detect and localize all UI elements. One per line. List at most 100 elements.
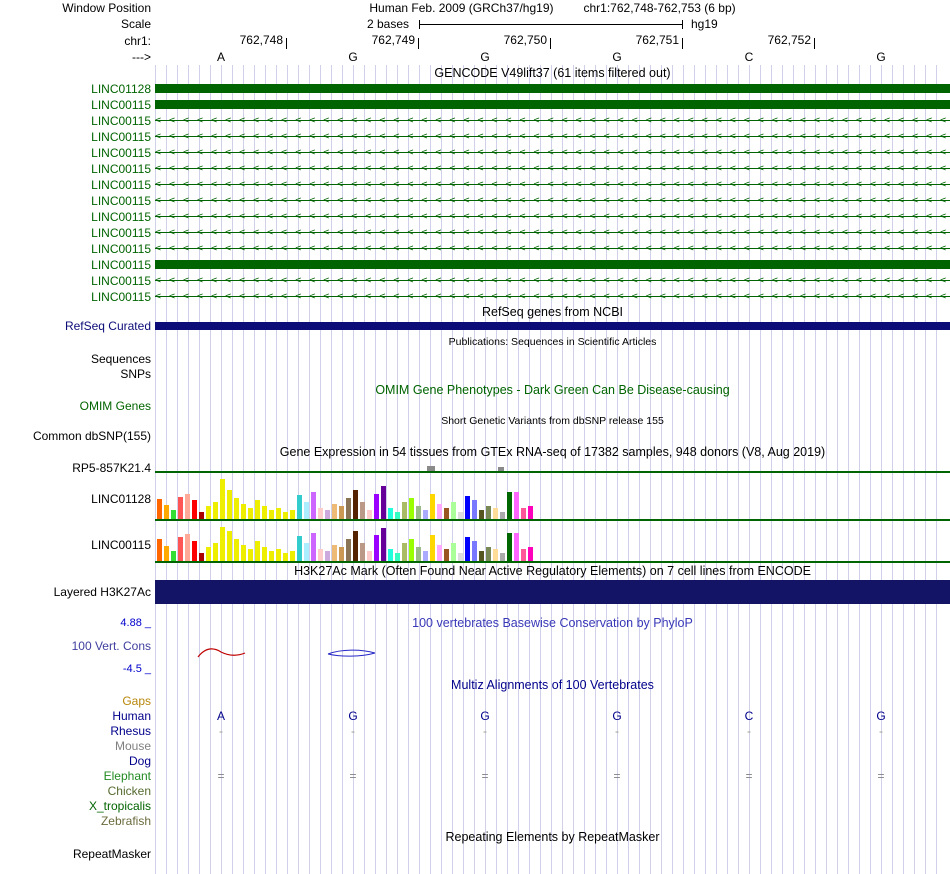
gtex-tissue-bar[interactable] xyxy=(514,533,519,561)
gene-label[interactable]: LINC00115 xyxy=(91,162,151,176)
gtex-tissue-bar[interactable] xyxy=(451,502,456,519)
gtex-tissue-bar[interactable] xyxy=(311,492,316,519)
sequences-label[interactable]: Sequences xyxy=(90,351,151,366)
gtex-tissue-bar[interactable] xyxy=(297,536,302,561)
ruler-track[interactable]: 762,748 762,749 762,750 762,751 762,752 xyxy=(155,32,950,49)
gene-intron-line[interactable] xyxy=(155,280,950,281)
gtex-tissue-bar[interactable] xyxy=(458,553,463,561)
gtex-tissue-bar[interactable] xyxy=(528,547,533,561)
gtex-tissue-bar[interactable] xyxy=(185,494,190,519)
gene-intron-line[interactable] xyxy=(155,200,950,201)
species-label[interactable]: Zebrafish xyxy=(100,813,151,828)
gtex-tissue-bar[interactable] xyxy=(458,512,463,519)
gtex-tissue-bar[interactable] xyxy=(234,498,239,519)
gtex-tissue-bar[interactable] xyxy=(402,543,407,561)
gtex-tissue-bar[interactable] xyxy=(486,547,491,561)
gene-label[interactable]: LINC00115 xyxy=(91,146,151,160)
gtex-tissue-bar[interactable] xyxy=(367,510,372,519)
gene-exon-bar[interactable] xyxy=(155,84,950,93)
gtex-tissue-bar[interactable] xyxy=(402,502,407,519)
gene-intron-line[interactable] xyxy=(155,136,950,137)
gtex-tissue-bar[interactable] xyxy=(248,549,253,561)
gtex-tissue-bar[interactable] xyxy=(507,533,512,561)
gtex-tissue-bar[interactable] xyxy=(521,508,526,519)
gene-intron-line[interactable] xyxy=(155,184,950,185)
gene-label[interactable]: LINC00115 xyxy=(91,178,151,192)
gtex-tissue-bar[interactable] xyxy=(213,502,218,519)
gene-label[interactable]: LINC01128 xyxy=(91,82,151,96)
gtex-tissue-bar[interactable] xyxy=(164,505,169,519)
expression-mark[interactable] xyxy=(498,467,504,471)
gene-intron-line[interactable] xyxy=(155,152,950,153)
gtex-tissue-bar[interactable] xyxy=(479,551,484,561)
gtex-tissue-bar[interactable] xyxy=(206,547,211,561)
gene-label[interactable]: LINC00115 xyxy=(91,258,151,272)
gtex-tissue-bar[interactable] xyxy=(164,546,169,561)
gtex-tissue-bar[interactable] xyxy=(318,508,323,519)
gtex-tissue-bar[interactable] xyxy=(269,510,274,519)
gtex-tissue-bar[interactable] xyxy=(199,512,204,519)
gtex-tissue-bar[interactable] xyxy=(283,512,288,519)
gtex-tissue-bar[interactable] xyxy=(269,551,274,561)
gtex-tissue-bar[interactable] xyxy=(290,551,295,561)
species-label[interactable]: Rhesus xyxy=(110,723,151,738)
gtex-tissue-bar[interactable] xyxy=(465,496,470,519)
gtex-tissue-bar[interactable] xyxy=(514,492,519,519)
gtex-tissue-bar[interactable] xyxy=(227,531,232,561)
gene-label[interactable]: LINC00115 xyxy=(91,274,151,288)
gtex-tissue-bar[interactable] xyxy=(395,512,400,519)
h3k27ac-label[interactable]: Layered H3K27Ac xyxy=(53,585,151,599)
gtex-tissue-bar[interactable] xyxy=(353,531,358,561)
gtex-tissue-bar[interactable] xyxy=(199,553,204,561)
gtex-tissue-bar[interactable] xyxy=(381,486,386,519)
gtex-tissue-bar[interactable] xyxy=(360,543,365,561)
gtex-tissue-bar[interactable] xyxy=(290,510,295,519)
snps-label[interactable]: SNPs xyxy=(120,367,151,381)
gtex-tissue-bar[interactable] xyxy=(507,492,512,519)
gtex-tissue-bar[interactable] xyxy=(185,534,190,561)
gtex-tissue-bar[interactable] xyxy=(311,533,316,561)
gtex-tissue-bar[interactable] xyxy=(430,535,435,561)
gtex-tissue-bar[interactable] xyxy=(346,539,351,561)
rp5-label[interactable]: RP5-857K21.4 xyxy=(72,461,151,475)
gtex-tissue-bar[interactable] xyxy=(353,490,358,519)
gtex-tissue-bar[interactable] xyxy=(451,543,456,561)
gtex-tissue-bar[interactable] xyxy=(416,547,421,561)
gtex-tissue-bar[interactable] xyxy=(493,549,498,561)
gtex-tissue-bar[interactable] xyxy=(318,549,323,561)
gtex-tissue-bar[interactable] xyxy=(276,508,281,519)
gtex-tissue-bar[interactable] xyxy=(430,494,435,519)
gtex-tissue-bar[interactable] xyxy=(416,506,421,519)
phylop-track-label[interactable]: 100 Vert. Cons xyxy=(71,639,151,653)
gtex-tissue-bar[interactable] xyxy=(304,543,309,561)
refseq-gene-bar[interactable] xyxy=(155,322,950,330)
gtex-tissue-bar[interactable] xyxy=(479,510,484,519)
gtex-tissue-bar[interactable] xyxy=(444,549,449,561)
gtex-tissue-bar[interactable] xyxy=(423,510,428,519)
gtex-tissue-bar[interactable] xyxy=(472,541,477,561)
gtex-tissue-bar[interactable] xyxy=(325,551,330,561)
dbsnp-label[interactable]: Common dbSNP(155) xyxy=(32,429,151,443)
species-label[interactable]: Dog xyxy=(128,753,151,768)
gtex-tissue-bar[interactable] xyxy=(444,508,449,519)
gtex-tissue-bar[interactable] xyxy=(192,541,197,561)
h3k27ac-signal-block[interactable] xyxy=(155,580,950,604)
gtex-tissue-bar[interactable] xyxy=(500,512,505,519)
gtex-tissue-bar[interactable] xyxy=(437,504,442,519)
gtex-tissue-bar[interactable] xyxy=(255,541,260,561)
gtex-tissue-bar[interactable] xyxy=(234,539,239,561)
gene-intron-line[interactable] xyxy=(155,296,950,297)
gene-intron-line[interactable] xyxy=(155,216,950,217)
gtex-tissue-bar[interactable] xyxy=(192,500,197,519)
gtex-tissue-bar[interactable] xyxy=(339,506,344,519)
gtex-tissue-bar[interactable] xyxy=(374,535,379,561)
gtex-tissue-bar[interactable] xyxy=(171,551,176,561)
gtex-tissue-bar[interactable] xyxy=(325,510,330,519)
gtex-tissue-bar[interactable] xyxy=(157,499,162,519)
gene-label[interactable]: LINC00115 xyxy=(91,290,151,304)
gene-intron-line[interactable] xyxy=(155,248,950,249)
species-label[interactable]: Mouse xyxy=(114,738,151,753)
gtex-tissue-bar[interactable] xyxy=(297,495,302,519)
gtex-tissue-bar[interactable] xyxy=(178,497,183,519)
gtex-tissue-bar[interactable] xyxy=(255,500,260,519)
